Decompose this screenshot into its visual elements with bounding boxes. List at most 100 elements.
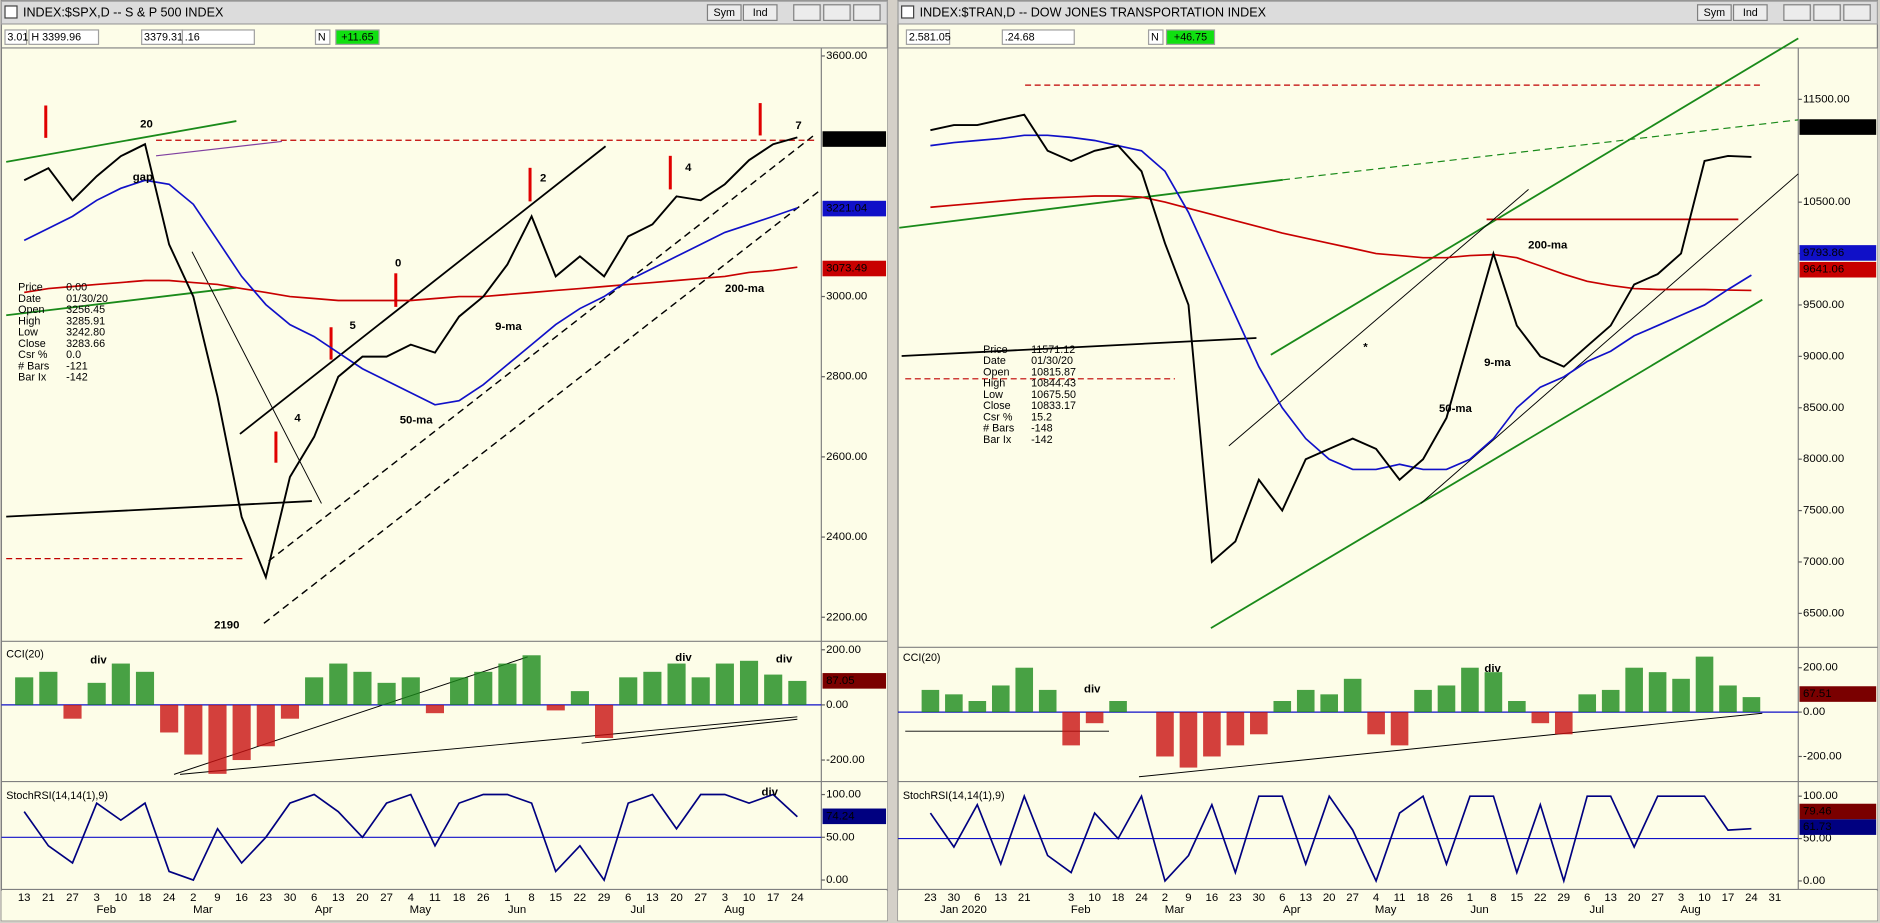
x-tick-label: 30	[1252, 892, 1265, 904]
value-badge-label: 9793.86	[1803, 247, 1844, 259]
readout-box	[335, 29, 380, 45]
cci-bar	[1578, 694, 1597, 713]
trendline	[155, 140, 282, 157]
cci-bar	[1414, 689, 1432, 713]
x-tick-label: 30	[948, 892, 961, 904]
readout-box	[28, 29, 100, 45]
x-tick-label: 18	[453, 892, 466, 904]
x-tick-label: 27	[380, 892, 393, 904]
price-line	[930, 134, 1752, 471]
cci-bar	[474, 671, 493, 705]
readout-value: .24.68	[1005, 32, 1035, 44]
trendline	[6, 286, 237, 317]
cci-bar	[1250, 712, 1268, 735]
window-control[interactable]	[1843, 4, 1871, 21]
info-value: -142	[66, 372, 88, 384]
window-title: INDEX:$TRAN,D -- DOW JONES TRANSPORTATIO…	[920, 6, 1267, 20]
cci-bar	[1203, 712, 1221, 757]
trendline	[1420, 173, 1799, 504]
x-tick-label: 11	[429, 892, 441, 904]
annotation: 0	[395, 258, 401, 270]
x-tick-label: 17	[767, 892, 780, 904]
month-label: May	[410, 904, 432, 916]
readout-box	[1147, 29, 1164, 45]
x-tick-label: 27	[694, 892, 707, 904]
annotation: 7	[795, 120, 801, 132]
value-badge-label: 3073.49	[826, 263, 867, 275]
cci-bar	[546, 704, 565, 711]
info-label: Low	[18, 327, 38, 339]
trendline	[899, 178, 1283, 229]
cci-bar	[1508, 701, 1526, 713]
x-tick-label: 10	[1088, 892, 1101, 904]
trendline	[1282, 119, 1799, 181]
toolbar-button[interactable]	[1696, 4, 1732, 21]
annotation: div	[762, 786, 779, 798]
cci-bar	[968, 701, 987, 713]
window-control[interactable]	[793, 4, 821, 21]
window-control[interactable]	[823, 4, 851, 21]
cci-bar	[691, 677, 710, 705]
x-tick-label: 13	[1299, 892, 1312, 904]
toolbar-button[interactable]	[742, 4, 778, 21]
readout-box	[1001, 29, 1075, 45]
value-axis	[1798, 47, 1878, 890]
cci-bar	[184, 704, 203, 755]
x-tick-label: 23	[1229, 892, 1242, 904]
x-tick-label: 13	[994, 892, 1007, 904]
x-tick-label: 26	[1440, 892, 1453, 904]
cci-bar	[160, 704, 179, 733]
readout-value: +46.75	[1174, 32, 1207, 44]
y-tick-label: 9000.00	[1803, 350, 1844, 362]
value-badge-label: 67.51	[1803, 688, 1831, 700]
cci-bar	[425, 704, 444, 714]
value-badge	[1799, 819, 1877, 835]
price-line	[930, 195, 1752, 292]
readout-value: H 3399.96	[31, 32, 81, 44]
value-badge	[822, 808, 887, 825]
window-control[interactable]	[1783, 4, 1811, 21]
price-line	[23, 136, 798, 581]
info-label: Price	[18, 282, 43, 294]
readout-value: 3.01	[7, 32, 28, 44]
value-badge	[1799, 803, 1877, 820]
x-tick-label: 2	[190, 892, 196, 904]
window-icon	[901, 5, 915, 19]
x-tick-label: 6	[974, 892, 980, 904]
readout-value: .16	[185, 32, 200, 44]
x-tick-label: 1	[1467, 892, 1473, 904]
y-tick-label: 100.00	[826, 789, 861, 801]
toolbar-button-label: Ind	[1743, 7, 1758, 19]
info-label: Low	[983, 389, 1003, 401]
y-tick-label: 7000.00	[1803, 556, 1844, 568]
cci-bar	[15, 677, 34, 705]
y-tick-label: 200.00	[826, 644, 861, 656]
readout-box	[905, 29, 951, 45]
x-tick-label: 10	[743, 892, 756, 904]
cci-bar	[991, 685, 1010, 713]
window-title: INDEX:$SPX,D -- S & P 500 INDEX	[23, 6, 224, 20]
x-tick-label: 23	[259, 892, 272, 904]
x-tick-label: 15	[1511, 892, 1524, 904]
cci-bar	[498, 663, 517, 705]
pane-title: CCI(20)	[903, 652, 941, 664]
window-control[interactable]	[1813, 4, 1841, 21]
toolbar-button[interactable]	[1732, 4, 1768, 21]
cci-bar	[788, 680, 807, 705]
y-tick-label: 2400.00	[826, 531, 867, 543]
window-control[interactable]	[853, 4, 881, 21]
trendline	[1138, 712, 1763, 778]
info-value: 3256.45	[66, 304, 105, 316]
x-tick-label: 26	[477, 892, 490, 904]
x-tick-label: 8	[528, 892, 534, 904]
annotation: div	[675, 652, 692, 664]
info-value: 10833.17	[1031, 400, 1076, 412]
toolbar-button[interactable]	[706, 4, 742, 21]
x-tick-label: 31	[1769, 892, 1782, 904]
cci-bar	[1719, 685, 1737, 713]
readout-value: 2.581.05	[909, 32, 951, 44]
info-label: Price	[983, 344, 1008, 356]
y-tick-label: 3600.00	[826, 50, 867, 62]
x-tick-label: 24	[163, 892, 176, 904]
